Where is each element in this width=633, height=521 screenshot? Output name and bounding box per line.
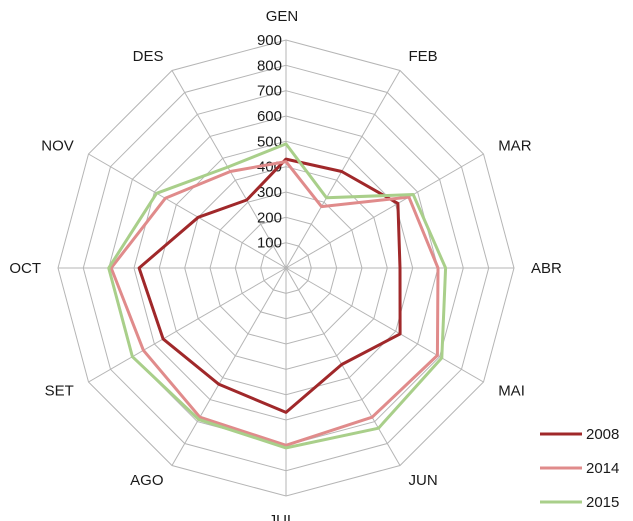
month-label-mai: MAI <box>498 383 525 400</box>
month-label-des: DES <box>133 48 164 65</box>
tick-label-200: 200 <box>257 209 282 226</box>
spoke-mar <box>285 153 484 269</box>
tick-label-600: 600 <box>257 108 282 125</box>
tick-label-500: 500 <box>257 133 282 150</box>
spoke-feb <box>285 70 401 269</box>
series-line-2008 <box>137 157 402 414</box>
legend-label-2015: 2015 <box>586 494 619 511</box>
spoke-mai <box>285 267 484 383</box>
spoke-set <box>88 267 287 383</box>
month-label-jun: JUN <box>409 472 438 489</box>
series-line-2014 <box>109 160 440 447</box>
month-label-mar: MAR <box>498 138 532 155</box>
month-label-ago: AGO <box>130 472 163 489</box>
series-line-2015 <box>107 142 448 450</box>
month-label-set: SET <box>45 383 74 400</box>
month-label-feb: FEB <box>409 48 438 65</box>
legend-label-2014: 2014 <box>586 460 619 477</box>
tick-label-900: 900 <box>257 32 282 49</box>
spoke-des <box>171 70 287 269</box>
tick-label-700: 700 <box>257 83 282 100</box>
spoke-nov <box>88 153 287 269</box>
month-label-gen: GEN <box>266 8 299 25</box>
month-label-nov: NOV <box>41 138 74 155</box>
spoke-jun <box>285 267 401 466</box>
month-label-oct: OCT <box>9 260 41 277</box>
series-lines <box>107 142 448 450</box>
legend-label-2008: 2008 <box>586 426 619 443</box>
legend: 2008 2014 2015 <box>540 426 619 511</box>
tick-label-800: 800 <box>257 57 282 74</box>
tick-label-100: 100 <box>257 235 282 252</box>
month-label-jul: JUL <box>269 512 296 521</box>
tick-label-300: 300 <box>257 184 282 201</box>
spoke-ago <box>171 267 287 466</box>
month-labels: GEN FEB MAR ABR MAI JUN JUL AGO SET OCT NOV DES <box>9 8 562 521</box>
month-label-abr: ABR <box>531 260 562 277</box>
